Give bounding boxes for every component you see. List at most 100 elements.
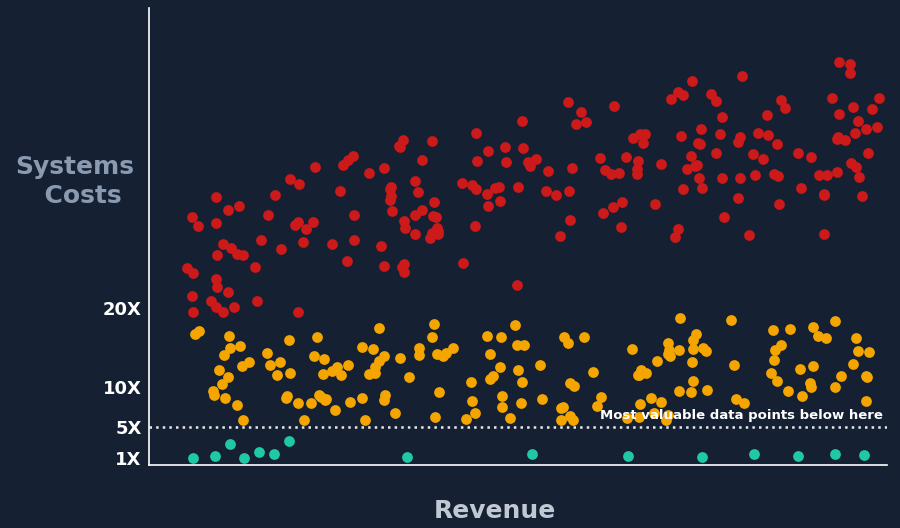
Point (365, 345, 380, 353)
Point (529, 155, 544, 163)
Point (729, 394, 743, 403)
Point (671, 88, 686, 96)
Point (488, 184, 502, 192)
Point (733, 133, 747, 141)
Point (845, 102, 859, 111)
Point (372, 356, 386, 365)
Point (230, 401, 244, 410)
Point (425, 137, 439, 146)
Point (482, 147, 496, 155)
Point (429, 213, 444, 222)
Point (748, 171, 762, 180)
Point (515, 378, 529, 386)
Point (857, 451, 871, 459)
Point (212, 366, 226, 374)
Point (296, 416, 310, 425)
Point (832, 133, 846, 141)
Point (554, 416, 568, 425)
Point (756, 155, 770, 164)
Point (746, 450, 760, 459)
Point (695, 452, 709, 461)
Point (508, 321, 522, 329)
Point (438, 349, 453, 357)
Point (207, 391, 221, 399)
Point (385, 206, 400, 215)
Point (185, 454, 200, 463)
Point (288, 221, 302, 230)
Point (330, 363, 345, 372)
Point (521, 157, 535, 166)
Point (625, 345, 639, 353)
Point (513, 399, 527, 407)
Point (274, 244, 288, 253)
Point (414, 156, 428, 164)
Point (567, 382, 581, 390)
Point (844, 159, 859, 167)
Point (310, 333, 324, 341)
Point (236, 251, 250, 259)
Point (328, 406, 343, 414)
Point (408, 177, 422, 185)
Point (760, 111, 774, 119)
Point (774, 96, 788, 104)
Point (430, 350, 445, 358)
Point (185, 269, 200, 277)
Point (493, 363, 508, 371)
Point (266, 450, 281, 459)
Point (467, 222, 482, 230)
Point (783, 324, 797, 333)
Point (735, 72, 750, 80)
Point (216, 308, 230, 316)
Point (692, 140, 706, 148)
Point (698, 347, 713, 355)
Point (700, 386, 715, 394)
Point (483, 375, 498, 383)
Point (634, 365, 648, 374)
Point (685, 357, 699, 366)
Point (630, 170, 644, 178)
Point (791, 452, 806, 460)
Point (395, 263, 410, 271)
Point (316, 355, 330, 363)
Point (469, 129, 483, 137)
Point (751, 128, 765, 137)
Point (238, 454, 252, 462)
Point (313, 393, 328, 401)
Point (566, 416, 580, 425)
Point (346, 236, 361, 244)
Point (307, 352, 321, 361)
Point (306, 218, 320, 226)
Point (388, 409, 402, 417)
Point (343, 398, 357, 407)
Text: Systems
  Costs: Systems Costs (15, 155, 134, 209)
Point (382, 185, 397, 193)
Point (565, 164, 580, 172)
Point (464, 378, 479, 386)
Point (855, 191, 869, 200)
Point (282, 336, 296, 345)
Point (639, 369, 653, 378)
Point (356, 394, 370, 402)
Point (523, 162, 537, 171)
Point (780, 387, 795, 395)
Point (734, 174, 748, 183)
Point (222, 440, 237, 448)
Point (650, 357, 664, 365)
Point (828, 317, 842, 325)
Point (614, 222, 628, 231)
Point (838, 136, 852, 145)
Point (393, 143, 408, 152)
Point (632, 371, 646, 379)
Point (695, 183, 709, 192)
Point (715, 173, 729, 182)
Point (346, 152, 360, 161)
Point (637, 129, 652, 138)
Point (250, 297, 265, 305)
Point (554, 403, 569, 412)
Point (704, 90, 718, 98)
Point (291, 218, 305, 226)
Point (280, 392, 294, 400)
Text: Most valuable data points below here: Most valuable data points below here (600, 409, 883, 422)
Point (862, 348, 877, 356)
Point (318, 395, 332, 404)
